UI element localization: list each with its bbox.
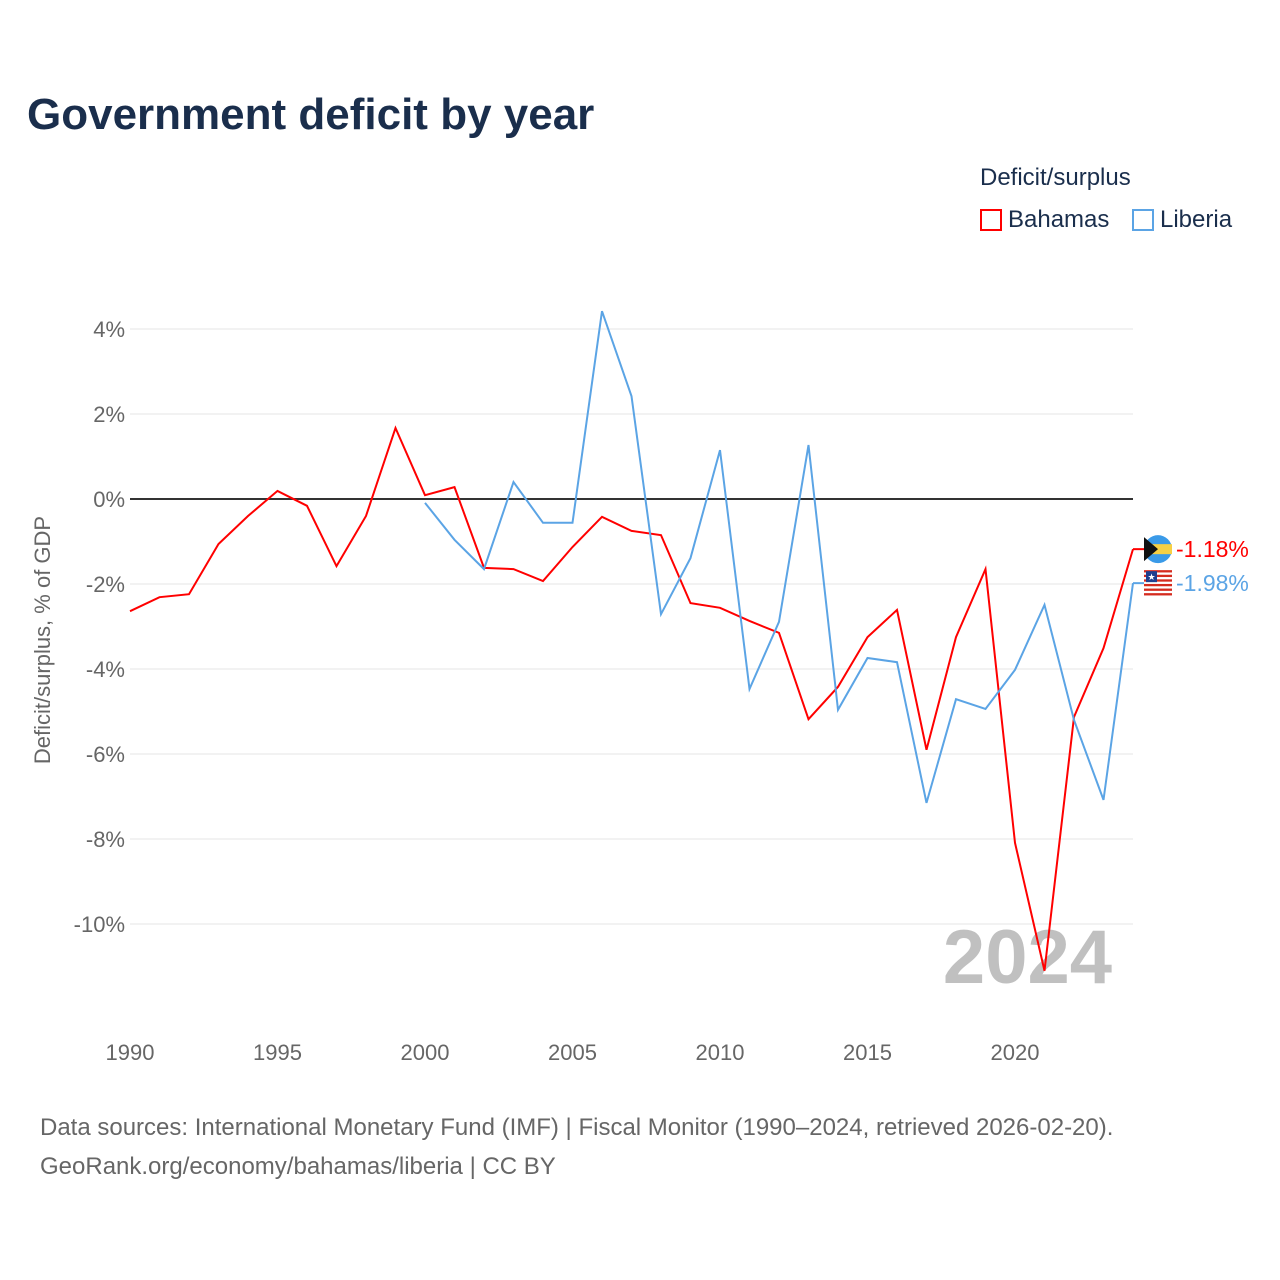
legend-swatch-bahamas [980, 209, 1002, 231]
source-line-2[interactable]: GeoRank.org/economy/bahamas/liberia | CC… [40, 1153, 556, 1180]
y-axis-label: Deficit/surplus, % of GDP [30, 516, 55, 764]
legend-label: Liberia [1160, 206, 1233, 233]
x-tick-label: 2000 [401, 1040, 450, 1065]
source-line-1: Data sources: International Monetary Fun… [40, 1114, 1114, 1141]
x-tick-label: 2020 [991, 1040, 1040, 1065]
y-tick-label: -2% [86, 572, 125, 597]
legend-label: Bahamas [1008, 206, 1110, 233]
year-watermark: 2024 [943, 915, 1112, 1000]
legend-title: Deficit/surplus [980, 164, 1131, 191]
flag-star: ★ [1147, 572, 1155, 582]
legend-item-bahamas[interactable]: Bahamas [980, 206, 1109, 234]
flag-triangle [1144, 537, 1158, 562]
series-line-liberia [424, 310, 1134, 804]
legend-item-liberia[interactable]: Liberia [1132, 206, 1232, 234]
legend-swatch-liberia [1132, 209, 1154, 231]
flag-stripe [1144, 583, 1172, 587]
flag-stripe [1144, 574, 1172, 578]
y-tick-label: 4% [93, 317, 125, 342]
flag-stripe [1144, 579, 1172, 582]
end-value-label: -1.18% [1176, 536, 1249, 562]
y-tick-label: 0% [93, 487, 125, 512]
y-tick-label: -6% [86, 742, 125, 767]
flag-stripe [1144, 593, 1172, 596]
flag-stripe [1144, 570, 1172, 573]
y-tick-label: 2% [93, 402, 125, 427]
x-tick-label: 2010 [696, 1040, 745, 1065]
flag-canton [1146, 571, 1157, 583]
end-value-label: -1.98% [1176, 570, 1249, 596]
x-tick-label: 2005 [548, 1040, 597, 1065]
source-note: Data sources: International Monetary Fun… [40, 1108, 1113, 1186]
series-line-bahamas [129, 425, 1134, 971]
y-tick-label: -10% [74, 912, 125, 937]
y-tick-label: -4% [86, 657, 125, 682]
chart-title: Government deficit by year [27, 90, 595, 139]
x-tick-label: 2015 [843, 1040, 892, 1065]
x-tick-label: 1990 [106, 1040, 155, 1065]
x-tick-label: 1995 [253, 1040, 302, 1065]
y-tick-label: -8% [86, 827, 125, 852]
flag-stripe [1144, 588, 1172, 591]
